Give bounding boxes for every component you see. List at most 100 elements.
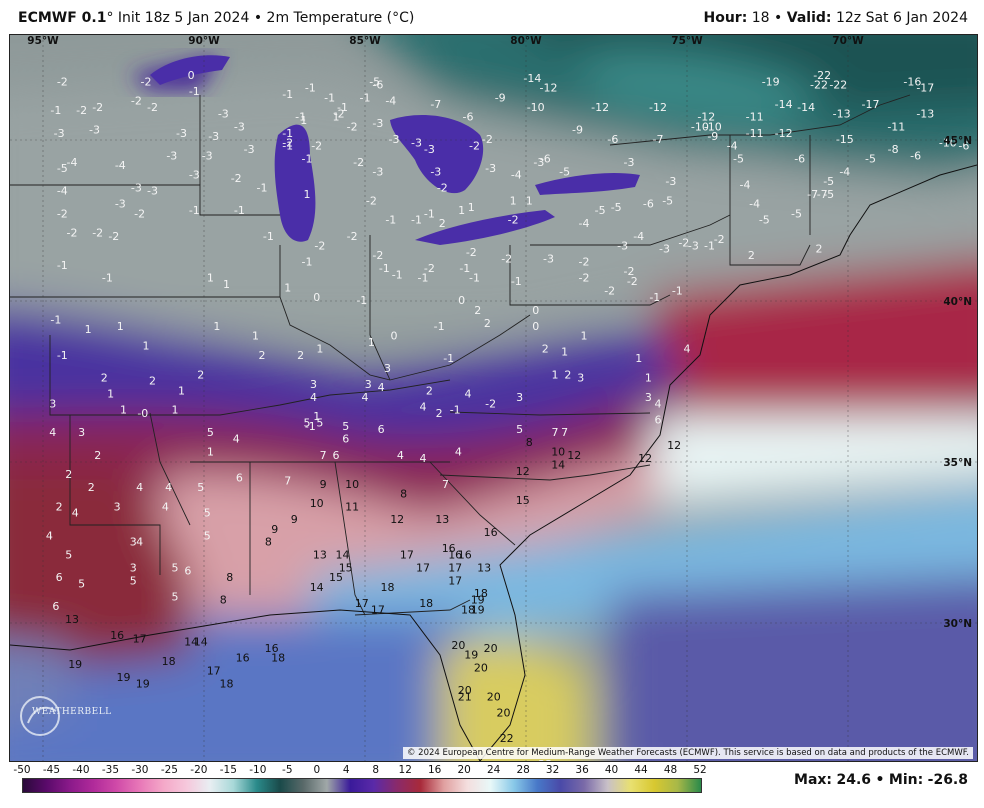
longitude-label: 70°W (832, 35, 864, 47)
temperature-value: 18 (381, 581, 395, 594)
temperature-value: -3 (372, 165, 383, 178)
temperature-value: 9 (291, 513, 298, 526)
temperature-value: -3 (424, 143, 435, 156)
temperature-value: -2 (627, 275, 638, 288)
temperature-value: -2 (92, 101, 103, 114)
min-value: -26.8 (927, 772, 968, 788)
temperature-value: -10 (527, 101, 545, 114)
logo-text: WEATHERBELL (32, 707, 112, 717)
temperature-value: 18 (271, 652, 285, 665)
temperature-value: -1 (672, 285, 683, 298)
temperature-value: 1 (207, 446, 214, 459)
temperature-value: -1 (263, 230, 274, 243)
temperature-value: 16 (448, 549, 462, 562)
temperature-value: -8 (888, 143, 899, 156)
max-label: Max: (794, 772, 833, 788)
temperature-value: 6 (56, 571, 63, 584)
temperature-value: 1 (313, 410, 320, 423)
header-bullet-2: • (774, 10, 783, 26)
temperature-value: 1 (284, 281, 291, 294)
temperature-value: 0 (188, 69, 195, 82)
temperature-value: -2 (366, 194, 377, 207)
temperature-value: 2 (748, 249, 755, 262)
temperature-value: -6 (540, 153, 551, 166)
temperature-value: 17 (355, 597, 369, 610)
temperature-value: -2 (579, 256, 590, 269)
temperature-value: -5 (595, 204, 606, 217)
temperature-value: -12 (649, 101, 667, 114)
temperature-value: 11 (345, 500, 359, 513)
temperature-value: -4 (749, 198, 760, 211)
temperature-value: 19 (464, 648, 478, 661)
temperature-value: 15 (329, 571, 343, 584)
temperature-value: 5 (172, 562, 179, 575)
temperature-value: -3 (244, 143, 255, 156)
temperature-value: 12 (516, 465, 530, 478)
temperature-value: -5 (791, 207, 802, 220)
temperature-value: 3 (645, 391, 652, 404)
temperature-value: 5 (204, 529, 211, 542)
temperature-value: 19 (136, 677, 150, 690)
temperature-value: -1 (356, 294, 367, 307)
temperature-value: -3 (131, 182, 142, 195)
temperature-value: 17 (400, 549, 414, 562)
temperature-value: 5 (78, 578, 85, 591)
temperature-value: -9 (495, 91, 506, 104)
temperature-value: 1 (120, 404, 127, 417)
temperature-field (10, 35, 977, 761)
temperature-value: 17 (416, 562, 430, 575)
temperature-value: -1 (443, 352, 454, 365)
temperature-value: -1 (305, 82, 316, 95)
temperature-value: 5 (65, 549, 72, 562)
temperature-value: 1 (143, 339, 150, 352)
temperature-value: -9 (572, 124, 583, 137)
political-borders (10, 94, 911, 616)
colorbar-tick-label: -15 (219, 764, 237, 776)
temperature-value: -2 (482, 133, 493, 146)
lake-erie (415, 210, 555, 245)
temperature-value: 6 (378, 423, 385, 436)
latitude-labels: 45°N 40°N 35°N 30°N (943, 135, 972, 630)
temperature-value: 2 (564, 368, 571, 381)
temperature-value: 14 (336, 549, 350, 562)
temperature-value: -1 (282, 127, 293, 140)
temperature-value: 3 (49, 397, 56, 410)
temperature-value: -3 (659, 243, 670, 256)
temperature-value: -1 (511, 275, 522, 288)
temperature-value: -4 (740, 178, 751, 191)
temperature-value: -5 (662, 194, 673, 207)
temperature-value: -1 (424, 207, 435, 220)
colorbar-tick-label: 16 (428, 764, 442, 776)
temperature-value: 18 (220, 677, 234, 690)
longitude-label: 95°W (27, 35, 59, 47)
temperature-value: 2 (94, 449, 101, 462)
temperature-value: -10 (691, 120, 709, 133)
temperature-value: -3 (218, 108, 229, 121)
temperature-value: -2 (141, 75, 152, 88)
temperature-value: 8 (526, 436, 533, 449)
temperature-value: 1 (223, 278, 230, 291)
temperature-value: 1 (178, 384, 185, 397)
temperature-value: 3 (310, 378, 317, 391)
colorbar-tick-label: 20 (457, 764, 471, 776)
temperature-value: -3 (115, 198, 126, 211)
temperature-value: -2 (76, 104, 87, 117)
temperature-value: 4 (397, 449, 404, 462)
temperature-value: 5 (130, 574, 137, 587)
temperature-value: -2 (92, 227, 103, 240)
temperature-value: -6 (463, 111, 474, 124)
temperature-value: -2 (437, 182, 448, 195)
temperature-value: 1 (213, 320, 220, 333)
header-bullet: • (253, 10, 263, 26)
temperature-value: -2 (485, 397, 496, 410)
temperature-value: 2 (259, 349, 266, 362)
map-header-right: Hour: 18 • Valid: 12z Sat 6 Jan 2024 (704, 10, 969, 26)
temperature-value: 3 (577, 372, 584, 385)
temperature-value: -1 (459, 262, 470, 275)
temperature-value: 2 (197, 368, 204, 381)
variable-name: 2m Temperature (°C) (266, 10, 415, 26)
temperature-value: 1 (458, 204, 465, 217)
temperature-value: -10 (704, 120, 722, 133)
temperature-value: 2 (474, 304, 481, 317)
copyright-notice: © 2024 European Centre for Medium-Range … (402, 747, 973, 759)
